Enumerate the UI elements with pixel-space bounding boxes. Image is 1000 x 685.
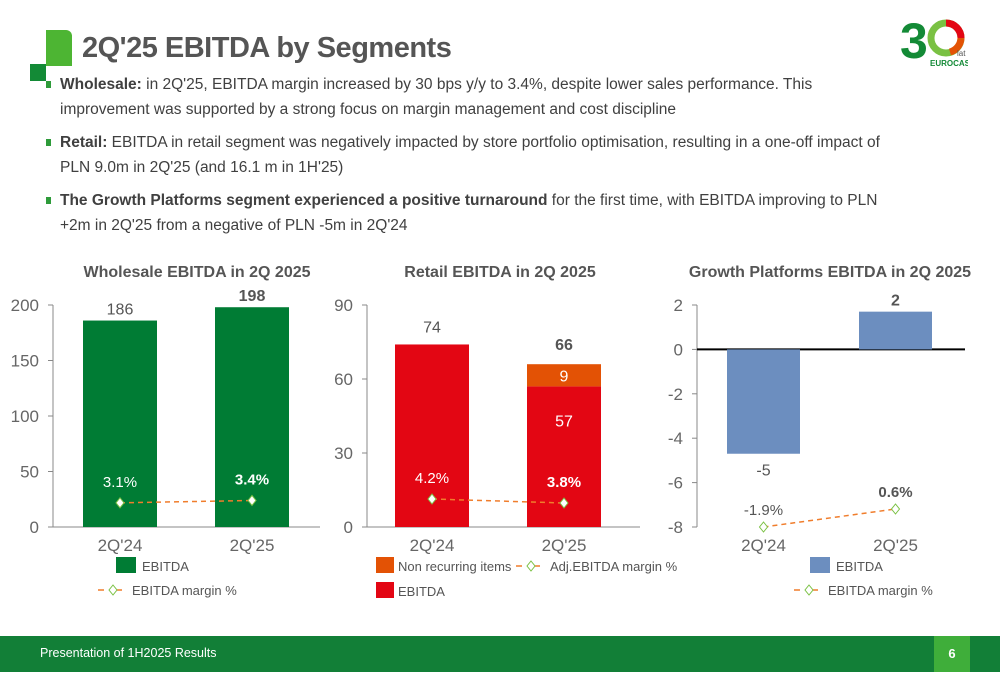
legend-label: EBITDA margin % xyxy=(828,583,933,598)
margin-label: 3.4% xyxy=(235,471,269,488)
margin-marker xyxy=(559,497,569,509)
margin-marker xyxy=(758,521,769,533)
x-tick-label: 2Q'24 xyxy=(741,536,786,555)
data-label: 57 xyxy=(555,413,573,430)
data-label: 198 xyxy=(239,288,266,305)
legend-marker xyxy=(108,584,118,596)
margin-line xyxy=(763,508,896,528)
bar-non-recurring-items xyxy=(527,364,601,387)
legend-label: EBITDA margin % xyxy=(132,583,237,598)
legend-label: EBITDA xyxy=(142,559,189,574)
legend-swatch xyxy=(376,582,394,598)
bullet-retail: Retail: EBITDA in retail segment was neg… xyxy=(46,130,896,180)
y-tick-label: -6 xyxy=(668,474,683,493)
y-tick-label: -8 xyxy=(668,518,683,537)
margin-marker xyxy=(890,503,901,515)
chart-title: Wholesale EBITDA in 2Q 2025 xyxy=(83,264,310,281)
margin-line xyxy=(431,498,565,504)
margin-label: 4.2% xyxy=(415,470,449,487)
y-tick-label: 0 xyxy=(344,518,353,537)
y-tick-label: 200 xyxy=(11,296,39,315)
bullet-list: Wholesale: in 2Q'25, EBITDA margin incre… xyxy=(46,72,896,246)
bar-ebitda xyxy=(859,311,932,350)
legend-label: Non recurring items xyxy=(398,559,512,574)
bullet-wholesale: Wholesale: in 2Q'25, EBITDA margin incre… xyxy=(46,72,896,122)
margin-label: 3.1% xyxy=(103,474,137,491)
svg-text:3: 3 xyxy=(900,14,928,69)
legend-swatch xyxy=(810,557,830,573)
legend-label: EBITDA xyxy=(398,584,445,599)
legend-label: EBITDA xyxy=(836,559,883,574)
data-label: 186 xyxy=(107,302,134,319)
x-tick-label: 2Q'25 xyxy=(230,536,275,555)
title-accent-small xyxy=(30,64,46,81)
y-tick-label: 30 xyxy=(334,444,353,463)
bar-ebitda xyxy=(83,320,157,527)
y-tick-label: 60 xyxy=(334,370,353,389)
y-tick-label: 100 xyxy=(11,407,39,426)
y-tick-label: 2 xyxy=(674,296,683,315)
y-tick-label: 0 xyxy=(674,340,683,359)
margin-label: 0.6% xyxy=(878,484,912,501)
total-label: 66 xyxy=(555,337,573,354)
margin-marker xyxy=(247,494,257,507)
margin-marker xyxy=(115,497,125,509)
x-tick-label: 2Q'25 xyxy=(542,536,587,555)
legend-swatch xyxy=(116,557,136,573)
data-label: 74 xyxy=(423,319,441,336)
legend-marker xyxy=(804,584,814,596)
footer-text: Presentation of 1H2025 Results xyxy=(40,646,217,660)
data-label: 9 xyxy=(560,368,569,385)
margin-marker xyxy=(427,493,437,505)
chart-title: Growth Platforms EBITDA in 2Q 2025 xyxy=(689,264,971,281)
x-tick-label: 2Q'24 xyxy=(98,536,143,555)
y-tick-label: 50 xyxy=(20,463,39,482)
chart-title: Retail EBITDA in 2Q 2025 xyxy=(404,264,596,281)
svg-text:lat: lat xyxy=(957,49,966,58)
legend-marker xyxy=(526,560,536,572)
title-accent xyxy=(46,30,72,66)
footer: Presentation of 1H2025 Results 6 xyxy=(0,636,1000,672)
page-title: 2Q'25 EBITDA by Segments xyxy=(82,32,452,64)
bullet-growth-platforms: The Growth Platforms segment experienced… xyxy=(46,188,896,238)
eurocash-30-logo: 3 lat EUROCASH xyxy=(900,14,968,69)
y-tick-label: -4 xyxy=(668,429,683,448)
charts-area: Wholesale EBITDA in 2Q 20250501001502002… xyxy=(11,264,972,599)
page-number: 6 xyxy=(934,636,970,672)
y-tick-label: -2 xyxy=(668,385,683,404)
y-tick-label: 150 xyxy=(11,352,39,371)
margin-label: 3.8% xyxy=(547,474,581,491)
margin-line xyxy=(119,499,253,504)
bar-ebitda xyxy=(215,307,289,527)
svg-text:EUROCASH: EUROCASH xyxy=(930,59,968,68)
bar-ebitda xyxy=(727,349,800,454)
x-tick-label: 2Q'25 xyxy=(873,536,918,555)
data-label: -5 xyxy=(756,463,770,480)
y-tick-label: 0 xyxy=(30,518,39,537)
data-label: 2 xyxy=(891,293,900,310)
margin-label: -1.9% xyxy=(744,502,783,519)
legend-label: Adj.EBITDA margin % xyxy=(550,559,678,574)
x-tick-label: 2Q'24 xyxy=(410,536,455,555)
y-tick-label: 90 xyxy=(334,296,353,315)
legend-swatch xyxy=(376,557,394,573)
